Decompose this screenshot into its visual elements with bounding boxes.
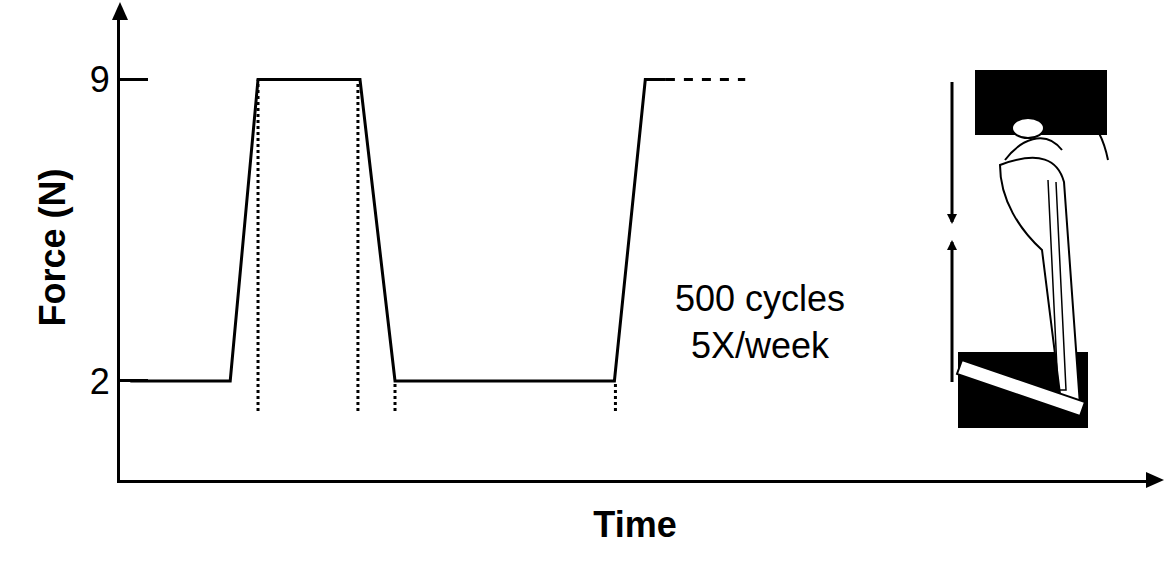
- svg-text:Time: Time: [593, 504, 676, 545]
- svg-text:2: 2: [90, 361, 110, 402]
- svg-text:9: 9: [90, 59, 110, 100]
- svg-text:Force (N): Force (N): [32, 168, 73, 326]
- svg-text:500 cycles5X/week: 500 cycles5X/week: [675, 278, 845, 366]
